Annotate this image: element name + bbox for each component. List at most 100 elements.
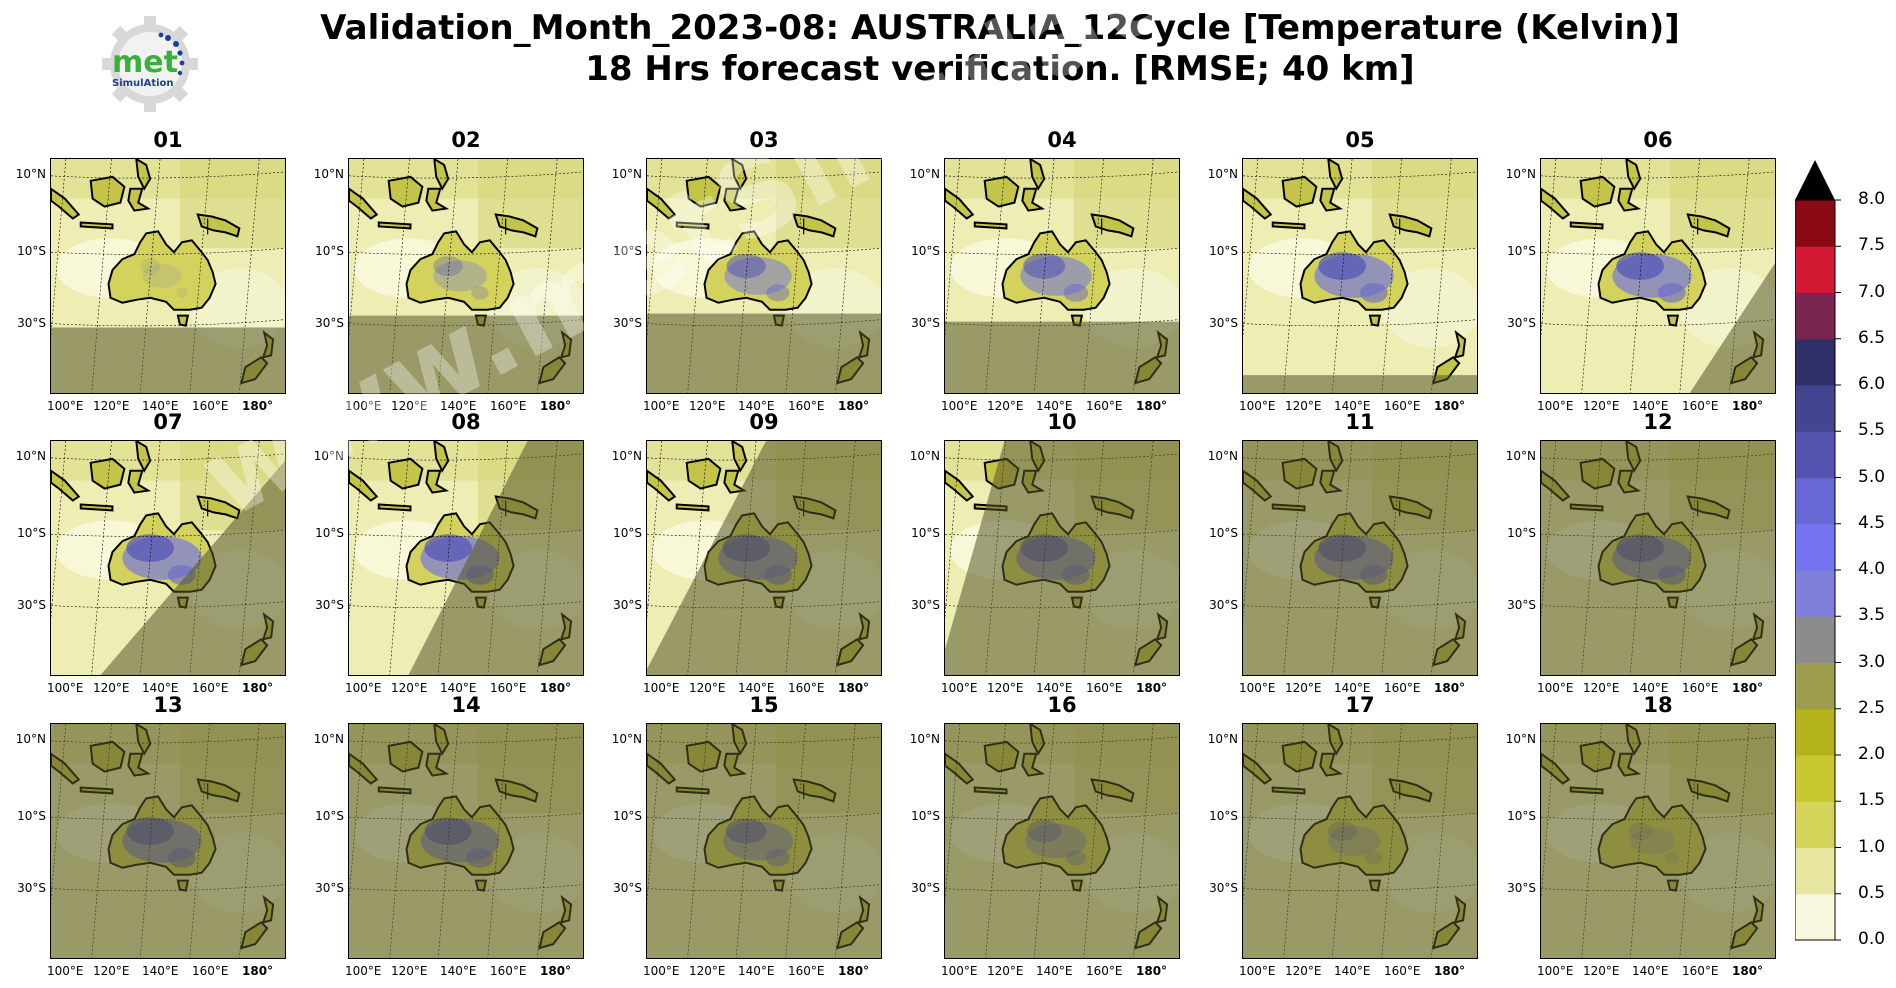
latitude-label: 10°N (611, 449, 642, 463)
longitude-label: 140°E (738, 399, 775, 413)
longitude-label: 180° (1434, 964, 1466, 978)
longitude-label: 120°E (1583, 681, 1620, 695)
latitude-label: 10°N (1207, 167, 1238, 181)
panel-label: 06 (1643, 128, 1673, 152)
longitude-label: 180° (1136, 964, 1168, 978)
longitude-label: 180° (838, 681, 870, 695)
longitude-label: 120°E (93, 399, 130, 413)
longitude-label: 140°E (1036, 399, 1073, 413)
panel-label: 11 (1345, 410, 1375, 434)
latitude-label: 30°S (17, 316, 46, 330)
longitude-label: 180° (1434, 681, 1466, 695)
longitude-label: 140°E (1334, 681, 1371, 695)
latitude-label: 10°S (911, 526, 940, 540)
longitude-label: 180° (540, 964, 572, 978)
longitude-label: 160°E (788, 681, 825, 695)
latitude-label: 10°N (313, 732, 344, 746)
longitude-label: 160°E (1086, 964, 1123, 978)
latitude-label: 10°S (315, 526, 344, 540)
longitude-label: 120°E (1583, 399, 1620, 413)
panel-label: 10 (1047, 410, 1077, 434)
longitude-label: 100°E (1239, 681, 1276, 695)
latitude-label: 10°N (1505, 732, 1536, 746)
rmse-map (944, 440, 1180, 676)
colorbar-tick-label: 6.5 (1858, 327, 1886, 348)
latitude-label: 30°S (1507, 881, 1536, 895)
map-panel: 02 10°N 10°S 30°S 100°E 120°E 140°E 160°E 180° (314, 128, 584, 413)
longitude-label: 120°E (1285, 399, 1322, 413)
latitude-label: 10°N (15, 732, 46, 746)
panel-label: 18 (1643, 693, 1673, 717)
latitude-label: 10°S (17, 526, 46, 540)
latitude-label: 30°S (1507, 316, 1536, 330)
rmse-map (646, 440, 882, 676)
colorbar-segment (1795, 662, 1835, 710)
latitude-label: 10°S (613, 244, 642, 258)
latitude-label: 30°S (613, 598, 642, 612)
colorbar-segment (1795, 708, 1835, 756)
longitude-label: 120°E (391, 399, 428, 413)
longitude-label: 160°E (1682, 964, 1719, 978)
colorbar-segment (1795, 570, 1835, 617)
longitude-label: 100°E (345, 681, 382, 695)
longitude-label: 180° (1136, 399, 1168, 413)
panel-label: 09 (749, 410, 779, 434)
longitude-label: 120°E (689, 964, 726, 978)
map-panel: 08 10°N 10°S 30°S 100°E 120°E 140°E 160°E 180° (314, 410, 584, 695)
longitude-label: 180° (1732, 399, 1764, 413)
panel-label: 02 (451, 128, 481, 152)
longitude-label: 160°E (1384, 964, 1421, 978)
panel-label: 17 (1345, 693, 1375, 717)
longitude-label: 100°E (47, 964, 84, 978)
rmse-map (1242, 440, 1478, 676)
longitude-label: 100°E (643, 681, 680, 695)
longitude-label: 160°E (490, 681, 527, 695)
latitude-label: 10°N (1207, 449, 1238, 463)
colorbar-tick-label: 7.0 (1858, 281, 1886, 302)
latitude-label: 10°N (1505, 167, 1536, 181)
map-panel: 16 10°N 10°S 30°S 100°E 120°E 140°E 160°E 180° (910, 693, 1180, 978)
colorbar-tick-label: 3.5 (1858, 605, 1886, 626)
longitude-label: 140°E (738, 681, 775, 695)
longitude-label: 180° (242, 399, 274, 413)
panel-label: 05 (1345, 128, 1375, 152)
latitude-label: 10°N (1505, 449, 1536, 463)
latitude-label: 30°S (911, 316, 940, 330)
panel-label: 13 (153, 693, 183, 717)
latitude-label: 30°S (1507, 598, 1536, 612)
longitude-label: 120°E (93, 964, 130, 978)
colorbar-tick-label: 4.0 (1858, 559, 1886, 579)
longitude-label: 100°E (1239, 964, 1276, 978)
map-panel: 14 10°N 10°S 30°S 100°E 120°E 140°E 160°E 180° (314, 693, 584, 978)
map-panel: 18 10°N 10°S 30°S 100°E 120°E 140°E 160°E 180° (1506, 693, 1776, 978)
svg-text:met: met (112, 45, 178, 80)
longitude-label: 100°E (941, 399, 978, 413)
longitude-label: 120°E (1583, 964, 1620, 978)
longitude-label: 160°E (490, 399, 527, 413)
longitude-label: 120°E (689, 399, 726, 413)
colorbar-tick-label: 7.5 (1858, 235, 1886, 256)
map-panel: 12 10°N 10°S 30°S 100°E 120°E 140°E 160°E 180° (1506, 410, 1776, 695)
colorbar-segment (1795, 893, 1835, 941)
colorbar-tick-label: 1.5 (1858, 790, 1886, 811)
longitude-label: 140°E (142, 399, 179, 413)
latitude-label: 30°S (911, 881, 940, 895)
colorbar (1795, 160, 1841, 941)
latitude-label: 10°S (1507, 244, 1536, 258)
latitude-label: 10°N (611, 167, 642, 181)
longitude-label: 120°E (93, 681, 130, 695)
longitude-label: 160°E (192, 399, 229, 413)
rmse-map (50, 440, 286, 676)
colorbar-tick-label: 0.5 (1858, 882, 1886, 903)
longitude-label: 120°E (391, 681, 428, 695)
panel-label: 04 (1047, 128, 1077, 152)
longitude-label: 180° (1136, 681, 1168, 695)
longitude-label: 180° (838, 964, 870, 978)
colorbar-tick-label: 5.5 (1858, 420, 1886, 441)
longitude-label: 140°E (440, 399, 477, 413)
met-simulation-logo: met SimulAtion (102, 16, 198, 112)
latitude-label: 10°S (1209, 526, 1238, 540)
longitude-label: 140°E (1334, 964, 1371, 978)
rmse-map (50, 158, 286, 394)
rmse-map (1540, 723, 1776, 959)
